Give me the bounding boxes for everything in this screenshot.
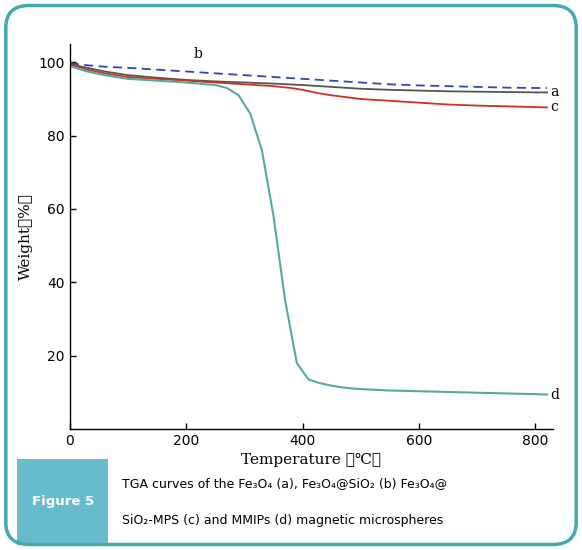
Text: c: c (550, 101, 558, 114)
Y-axis label: Weight（%）: Weight（%） (19, 193, 33, 280)
Text: d: d (550, 388, 559, 402)
Text: b: b (193, 47, 203, 60)
Text: a: a (550, 85, 558, 100)
Text: Figure 5: Figure 5 (31, 496, 94, 508)
Text: TGA curves of the Fe₃O₄ (a), Fe₃O₄@SiO₂ (b) Fe₃O₄@: TGA curves of the Fe₃O₄ (a), Fe₃O₄@SiO₂ … (122, 477, 448, 490)
X-axis label: Temperature （℃）: Temperature （℃） (242, 453, 381, 468)
Text: SiO₂-MPS (c) and MMIPs (d) magnetic microspheres: SiO₂-MPS (c) and MMIPs (d) magnetic micr… (122, 514, 443, 527)
